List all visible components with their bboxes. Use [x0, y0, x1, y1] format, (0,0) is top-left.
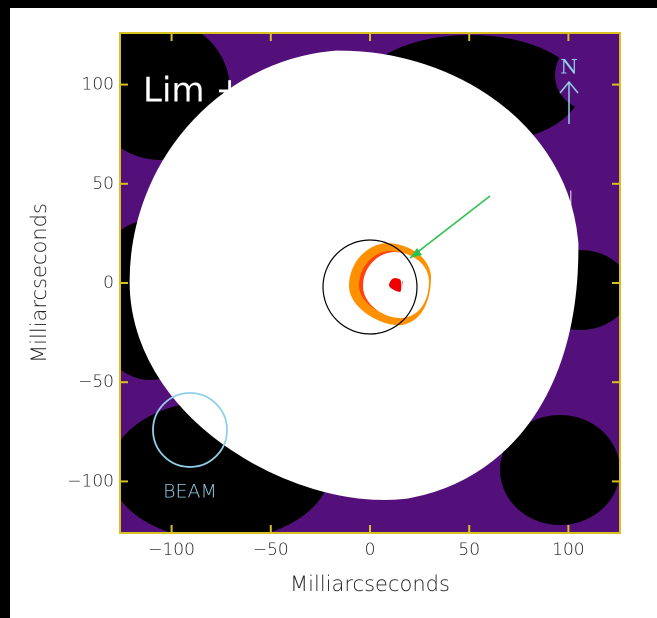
- x-tick-label: 50: [458, 540, 480, 560]
- y-axis-label: Milliarcseconds: [27, 203, 51, 363]
- x-tick-label: 0: [365, 540, 376, 560]
- edge: [0, 0, 10, 618]
- annotation: disk: [529, 214, 567, 236]
- y-tick-label: 0: [103, 273, 114, 293]
- beam-label: BEAM: [163, 481, 217, 503]
- y-tick-label: 50: [92, 174, 114, 194]
- x-tick-label: −100: [148, 540, 195, 560]
- panel-title: Lim + 98: [143, 71, 298, 111]
- x-tick-label: −50: [253, 540, 289, 560]
- chart: Lim + 98 Optical disk BEAM N Milliarcsec…: [0, 0, 657, 618]
- edge: [0, 0, 657, 8]
- y-tick-label: −100: [67, 471, 114, 491]
- annotation: Optical: [506, 188, 573, 210]
- x-axis-label: Milliarcseconds: [290, 572, 450, 596]
- north-label: N: [560, 55, 578, 79]
- y-tick-label: −50: [78, 372, 114, 392]
- x-tick-label: 100: [552, 540, 584, 560]
- y-tick-label: 100: [82, 75, 114, 95]
